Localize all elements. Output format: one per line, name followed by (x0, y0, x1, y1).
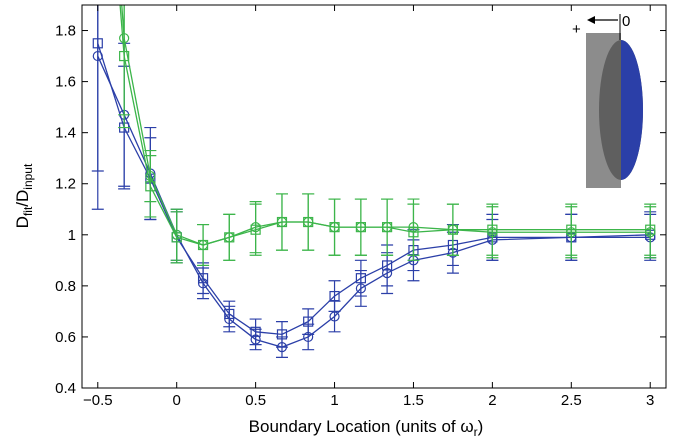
marker (224, 308, 235, 320)
marker (197, 239, 209, 251)
marker (197, 273, 209, 284)
y-tick-label: 1 (68, 227, 76, 244)
error-bar (249, 203, 262, 256)
x-axis-label: Boundary Location (units of ωr) (249, 417, 484, 439)
y-tick-label: 1.4 (55, 125, 76, 142)
error-bar (328, 198, 341, 256)
x-tick-label: 0 (173, 392, 181, 409)
y-axis-label: Dfit/Dinput (13, 163, 35, 228)
marker (382, 260, 393, 271)
inset: + 0 (572, 13, 643, 188)
marker (566, 224, 577, 235)
error-bar (354, 259, 367, 297)
marker (408, 227, 419, 238)
marker (250, 326, 261, 337)
y-label-sub2: input (21, 163, 35, 190)
marker (303, 216, 314, 228)
error-bar (144, 155, 157, 218)
inset-cell (621, 40, 643, 180)
x-tick-label: 0.5 (245, 392, 266, 409)
y-tick-label: 0.6 (55, 329, 76, 346)
error-bar (170, 211, 183, 264)
error-bar (486, 203, 499, 256)
error-bar (302, 193, 315, 251)
error-bar (91, 5, 104, 172)
error-bar (565, 203, 578, 256)
marker (303, 316, 314, 327)
x-tick-label: 2 (488, 392, 496, 409)
marker (355, 273, 366, 284)
x-label-main: Boundary Location (units of ω (249, 417, 474, 436)
marker (329, 290, 340, 302)
marker (487, 224, 498, 235)
marker (119, 50, 130, 62)
marker (645, 224, 656, 235)
y-tick-label: 1.2 (55, 176, 76, 193)
y-tick-label: 0.8 (55, 278, 76, 295)
y-label-sub: fit (21, 206, 35, 216)
error-bar (223, 300, 236, 328)
inset-arrowhead (587, 16, 595, 24)
x-tick-label: −0.5 (83, 392, 113, 409)
error-bar (249, 318, 262, 346)
marker (355, 222, 366, 233)
marker (447, 224, 459, 235)
error-bar (118, 5, 131, 129)
y-tick-label: 0.4 (55, 380, 76, 397)
y-tick-label: 1.8 (55, 23, 76, 40)
error-bar (407, 203, 420, 261)
marker (329, 222, 340, 233)
error-bar (197, 223, 210, 267)
y-label-main2: /D (13, 190, 32, 207)
marker (329, 311, 340, 322)
x-tick-label: 1.5 (403, 392, 424, 409)
error-bar (275, 193, 288, 251)
marker (171, 232, 182, 243)
error-bar (302, 308, 315, 335)
marker (145, 181, 156, 192)
x-tick-label: 1 (330, 392, 338, 409)
marker (224, 232, 235, 243)
marker (382, 222, 393, 233)
marker (92, 38, 103, 49)
y-tick-label: 1.6 (55, 74, 76, 91)
error-bar (381, 198, 394, 256)
error-bar (644, 203, 657, 256)
x-label-end: ) (478, 417, 484, 436)
error-bar (328, 280, 341, 312)
error-bar (446, 203, 459, 256)
y-label-main: D (13, 216, 32, 228)
x-tick-label: 2.5 (561, 392, 582, 409)
marker (276, 329, 288, 340)
axes-box (81, 4, 667, 389)
inset-zero: 0 (622, 13, 630, 30)
marker (250, 224, 261, 235)
x-label-sub: r (474, 425, 478, 439)
plot-area (91, 5, 657, 358)
error-bar (354, 198, 367, 256)
x-tick-label: 3 (646, 392, 654, 409)
marker (276, 216, 288, 228)
inset-plus: + (572, 21, 581, 38)
error-bar (223, 213, 236, 261)
error-bar (275, 321, 288, 348)
